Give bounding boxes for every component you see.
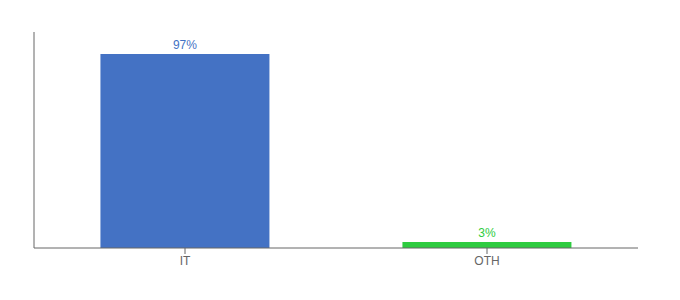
svg-text:IT: IT [180, 254, 191, 268]
svg-text:3%: 3% [478, 226, 496, 240]
svg-text:OTH: OTH [474, 254, 499, 268]
svg-text:97%: 97% [173, 38, 197, 52]
